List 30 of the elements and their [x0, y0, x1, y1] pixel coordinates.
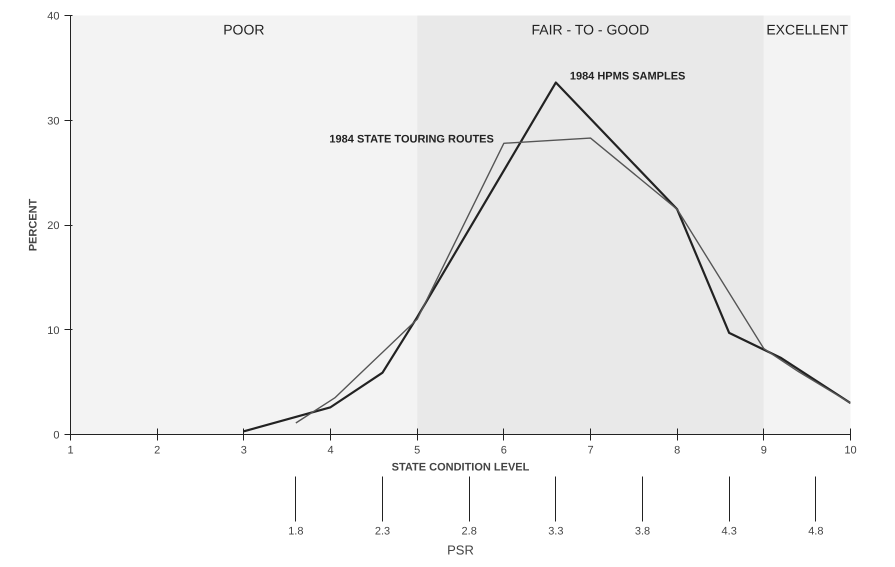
x-tick-label: 5	[414, 444, 420, 456]
x-tick-label: 7	[587, 444, 594, 456]
y-tick-label: 40	[47, 10, 60, 22]
band-label: POOR	[223, 22, 264, 38]
x-axis-title: STATE CONDITION LEVEL	[392, 462, 530, 474]
x2-tick-label: 3.8	[634, 526, 650, 538]
x2-tick-label: 2.3	[374, 526, 390, 538]
y-axis-title: PERCENT	[27, 198, 40, 252]
band-label: EXCELLENT	[766, 22, 848, 38]
x-tick-label: 4	[327, 444, 334, 456]
x-tick-label: 9	[760, 444, 767, 456]
y-tick-label: 10	[47, 324, 60, 337]
x-tick-label: 3	[240, 444, 247, 456]
x-tick-label: 6	[500, 444, 507, 456]
x-tick-label: 10	[844, 444, 857, 456]
x2-tick-label: 4.8	[808, 526, 824, 538]
x2-tick-label: 3.3	[548, 526, 564, 538]
x-tick-label: 8	[674, 444, 680, 456]
series-label: 1984 HPMS SAMPLES	[570, 70, 686, 83]
series-label: 1984 STATE TOURING ROUTES	[329, 133, 494, 146]
x-tick-label: 1	[67, 444, 74, 456]
x2-tick-label: 4.3	[722, 526, 737, 538]
x2-tick-label: 1.8	[288, 526, 304, 538]
x-tick-label: 2	[154, 444, 160, 456]
band-label: FAIR - TO - GOOD	[532, 22, 650, 38]
x2-tick-label: 2.8	[462, 526, 477, 538]
y-tick-label: 0	[53, 430, 60, 442]
y-tick-label: 20	[47, 220, 60, 232]
x2-axis-title: PSR	[447, 542, 474, 558]
y-tick-label: 30	[47, 115, 60, 128]
